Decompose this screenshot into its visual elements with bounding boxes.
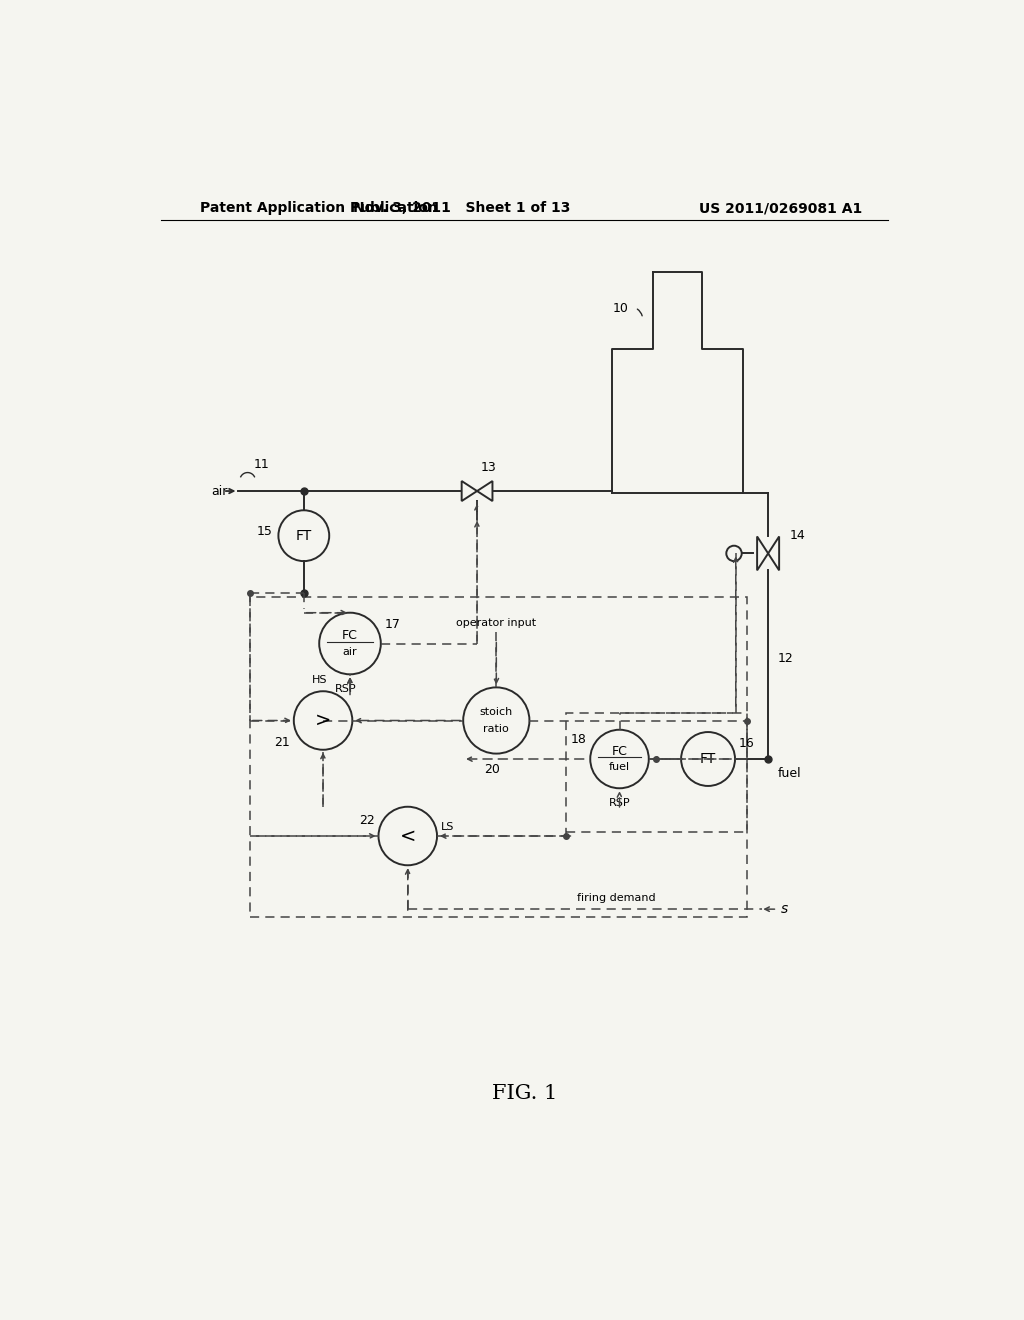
Text: 16: 16: [739, 737, 755, 750]
Circle shape: [590, 730, 649, 788]
Text: ratio: ratio: [483, 723, 509, 734]
Text: 15: 15: [256, 525, 272, 539]
Text: 12: 12: [777, 652, 794, 665]
Text: firing demand: firing demand: [578, 894, 655, 903]
Text: $\mathit{s}$: $\mathit{s}$: [779, 902, 788, 916]
Text: air: air: [343, 647, 357, 657]
Text: HS: HS: [311, 675, 327, 685]
Text: air: air: [211, 484, 227, 498]
Text: 14: 14: [790, 529, 806, 543]
Circle shape: [319, 612, 381, 675]
Text: Patent Application Publication: Patent Application Publication: [200, 202, 437, 215]
Text: FC: FC: [611, 744, 628, 758]
Circle shape: [379, 807, 437, 866]
Text: operator input: operator input: [457, 618, 537, 628]
Text: US 2011/0269081 A1: US 2011/0269081 A1: [698, 202, 862, 215]
Text: RSP: RSP: [335, 684, 357, 693]
Bar: [565, 713, 746, 832]
Circle shape: [463, 688, 529, 754]
Text: 11: 11: [254, 458, 269, 471]
Text: 22: 22: [358, 814, 375, 828]
Text: fuel: fuel: [609, 762, 630, 772]
Text: stoich: stoich: [479, 708, 513, 717]
Text: FC: FC: [342, 630, 358, 643]
Circle shape: [279, 511, 330, 561]
Text: 21: 21: [274, 735, 290, 748]
Bar: [250, 597, 746, 917]
Text: 13: 13: [481, 461, 497, 474]
Circle shape: [681, 733, 735, 785]
Text: <: <: [399, 826, 416, 846]
Text: FT: FT: [296, 529, 312, 543]
Text: fuel: fuel: [777, 767, 801, 780]
Text: RSP: RSP: [608, 797, 631, 808]
Text: 10: 10: [613, 302, 629, 315]
Text: 20: 20: [484, 763, 501, 776]
Text: FIG. 1: FIG. 1: [493, 1085, 557, 1104]
Text: 18: 18: [570, 733, 587, 746]
Text: >: >: [314, 711, 331, 730]
Text: LS: LS: [441, 822, 455, 832]
Text: FT: FT: [700, 752, 716, 766]
Text: Nov. 3, 2011   Sheet 1 of 13: Nov. 3, 2011 Sheet 1 of 13: [353, 202, 570, 215]
Circle shape: [294, 692, 352, 750]
Text: 17: 17: [385, 618, 400, 631]
